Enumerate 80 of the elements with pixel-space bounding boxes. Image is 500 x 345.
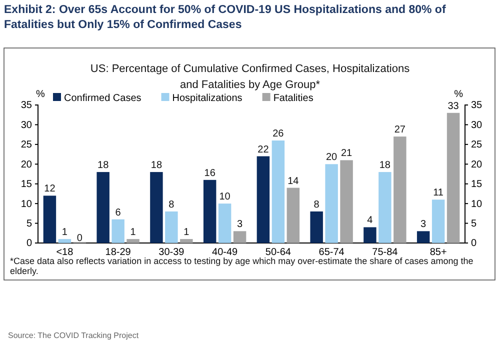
x-tick-label: 85+ [430,247,447,258]
bar [233,231,246,243]
bar [432,200,445,243]
data-label: 10 [219,192,231,203]
source-note: Source: The COVID Tracking Project [8,331,140,340]
y-tick-label: 30 [20,120,32,131]
data-label: 12 [44,184,56,195]
bar [378,172,392,243]
data-label: 6 [115,207,122,218]
y-tick-label: 5 [26,218,32,230]
data-label: 21 [340,148,353,160]
bar [43,196,56,243]
bar [446,112,460,243]
x-tick-label: 75-84 [372,247,398,258]
data-label: 22 [258,144,270,156]
y2-tick-label: 0 [471,238,477,250]
bar [165,211,178,243]
y2-tick-label: 25 [471,140,483,151]
legend-label: Hospitalizations [172,93,242,104]
y-tick-label: 10 [20,198,32,210]
bar [340,160,353,243]
y2-tick-label: 20 [471,159,483,170]
data-label: 18 [150,160,162,172]
data-label: 27 [394,124,406,136]
data-label: 20 [326,152,338,164]
data-label: 1 [184,227,190,238]
y2-tick-label: 35 [471,100,483,112]
x-tick-label: 18-29 [105,247,132,258]
data-label: 3 [237,219,244,230]
y-tick-label: 0 [26,238,32,250]
y-tick-label: 35 [20,100,32,112]
bar [272,140,285,243]
y2-tick-label: 15 [471,179,483,190]
bar [325,164,338,243]
data-label: 18 [98,160,110,172]
y2-tick-label: 10 [471,198,483,210]
bar [256,156,270,243]
x-tick-label: 65-74 [318,247,345,258]
bar [364,227,376,243]
data-label: 1 [130,227,136,238]
data-label: 26 [272,128,284,140]
bar [126,239,140,243]
data-label: 4 [367,215,374,226]
bar [416,231,430,243]
y-tick-label: 25 [20,140,32,151]
data-label: 11 [433,188,444,199]
data-label: 1 [62,227,68,238]
y-axis-title: % [36,89,45,100]
data-label: 14 [288,176,300,187]
bar [310,211,323,243]
bar [218,204,232,243]
y2-tick-label: 5 [471,218,477,230]
bar [96,172,110,243]
bar [150,172,163,243]
data-label: 0 [76,233,83,244]
bar [180,239,193,243]
x-tick-label: 30-39 [158,247,185,258]
chart-title: Exhibit 2: Over 65s Account for 50% of COVID-19 US Hospitalizations and 80% of Fatalities but Only 15% of Confirmed Cases [4,4,446,31]
x-tick-label: <18 [56,247,74,258]
bar [58,239,72,243]
chart-subtitle: US: Percentage of Cumulative Confirmed Cases, Hospitalizations and Fatalities by Age Group* [90,63,410,91]
data-label: 3 [420,219,427,230]
text: *Case data also reflects variation in access to testing by age which may over-estimate the share of cases among the elderly. [10,256,474,276]
y2-axis-title: % [454,89,464,100]
bar [286,188,300,243]
y-tick-label: 15 [20,179,32,190]
legend-label: Confirmed Cases [64,93,142,104]
legend-label: Fatalities [273,93,314,104]
bar [112,219,124,243]
data-label: 16 [204,168,216,179]
x-tick-label: 50-64 [265,247,292,258]
data-label: 33 [448,100,460,112]
data-label: 8 [168,199,175,210]
bar [203,180,216,243]
x-tick-label: 40-49 [212,247,238,258]
y-tick-label: 20 [20,159,32,170]
data-label: 8 [314,199,320,210]
bar [394,136,406,243]
data-label: 18 [379,160,391,172]
y2-tick-label: 30 [471,120,483,131]
